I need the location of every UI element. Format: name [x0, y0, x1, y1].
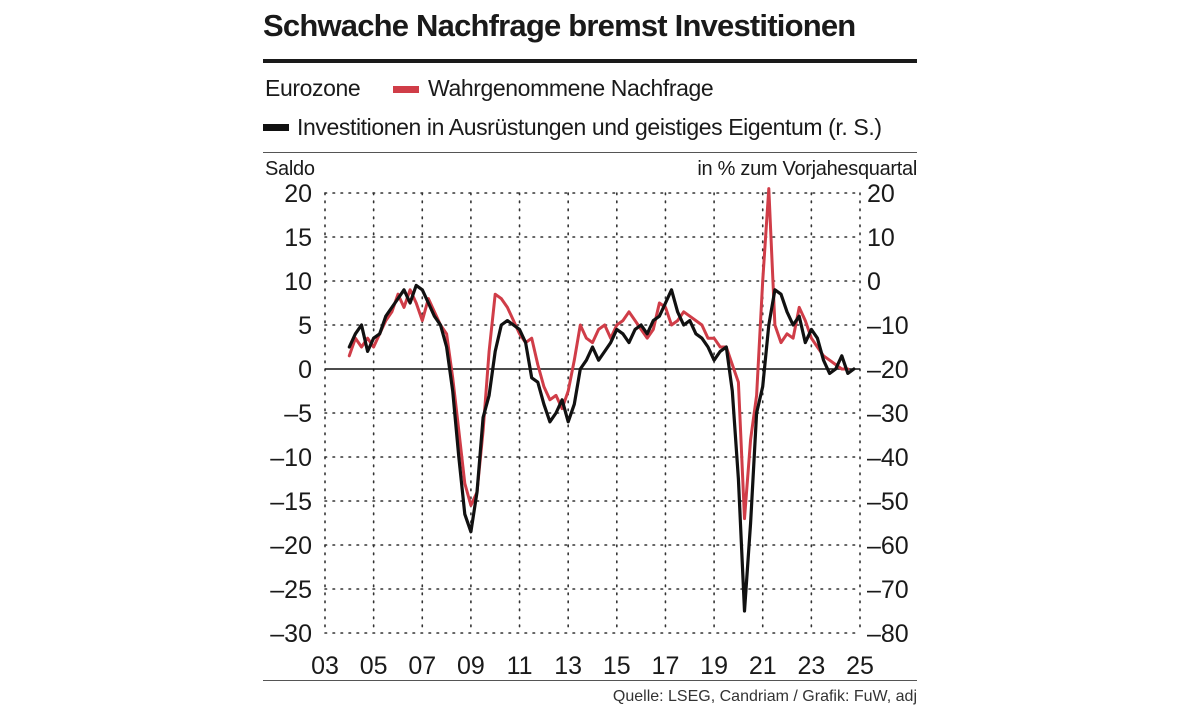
y2-tick-label: 20 [867, 180, 895, 208]
left-axis-unit: Saldo [265, 158, 315, 180]
x-tick-label: 09 [457, 652, 485, 680]
y2-tick-label: –80 [867, 620, 909, 648]
y-tick-label: 20 [284, 180, 312, 208]
y2-tick-label: 10 [867, 224, 895, 252]
legend-region-label: Eurozone [265, 75, 361, 101]
y-tick-label: –25 [270, 576, 312, 604]
x-tick-label: 05 [360, 652, 388, 680]
x-tick-label: 13 [554, 652, 582, 680]
x-tick-label: 15 [603, 652, 631, 680]
x-tick-label: 03 [311, 652, 339, 680]
chart-title: Schwache Nachfrage bremst Investitionen [263, 8, 856, 43]
y2-tick-label: –10 [867, 312, 909, 340]
legend-red-label: Wahrgenommene Nachfrage [428, 75, 714, 101]
series-investment-line [347, 283, 856, 613]
x-tick-label: 07 [408, 652, 436, 680]
y2-tick-label: –60 [867, 532, 909, 560]
y2-tick-label: –20 [867, 356, 909, 384]
y-tick-label: 15 [284, 224, 312, 252]
y-tick-label: –15 [270, 488, 312, 516]
y-tick-label: 10 [284, 268, 312, 296]
y2-tick-label: –40 [867, 444, 909, 472]
y2-tick-label: –30 [867, 400, 909, 428]
header-divider [263, 152, 917, 153]
legend-black-label: Investitionen in Ausrüstungen und geisti… [297, 114, 882, 140]
y-tick-label: –10 [270, 444, 312, 472]
y2-tick-label: –50 [867, 488, 909, 516]
title-rule [263, 59, 917, 63]
legend-red-swatch [393, 86, 419, 93]
y-tick-label: 0 [298, 356, 312, 384]
y-tick-label: 5 [298, 312, 312, 340]
x-tick-label: 19 [700, 652, 728, 680]
x-tick-label: 11 [507, 652, 533, 680]
x-tick-label: 17 [652, 652, 680, 680]
y-tick-label: –30 [270, 620, 312, 648]
y-tick-label: –20 [270, 532, 312, 560]
right-axis-unit: in % zum Vorjahesquartal [697, 158, 917, 180]
x-tick-label: 25 [846, 652, 874, 680]
y2-tick-label: –70 [867, 576, 909, 604]
y2-tick-label: 0 [867, 268, 881, 296]
x-tick-label: 21 [749, 652, 777, 680]
y-tick-label: –5 [284, 400, 312, 428]
x-tick-label: 23 [797, 652, 825, 680]
legend-black-swatch [263, 124, 289, 131]
footer-divider [263, 680, 917, 681]
series-demand-line [347, 187, 850, 521]
source-note: Quelle: LSEG, Candriam / Grafik: FuW, ad… [612, 688, 917, 705]
